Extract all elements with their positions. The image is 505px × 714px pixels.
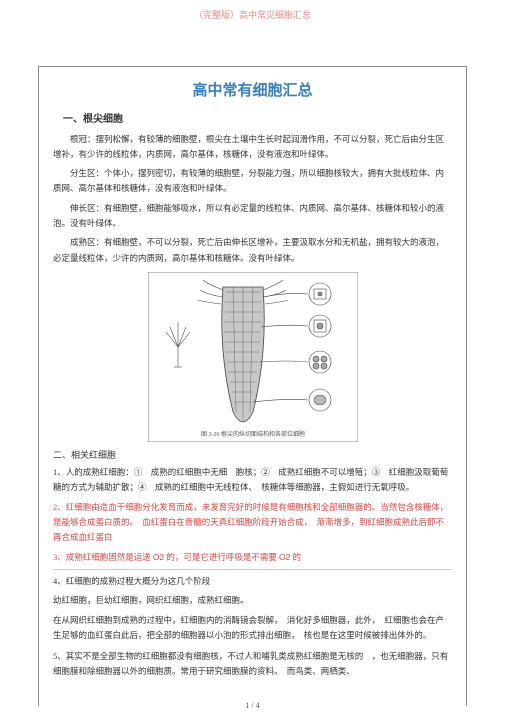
s2-p4a: 4、红细胞的成熟过程大概分为这几个阶段: [53, 574, 452, 589]
section-2-heading: 二、相关红细胞: [53, 448, 452, 463]
o2-label-1: O2: [153, 552, 164, 562]
s2-p1: 1、人的成熟红细胞：① 成熟的红细胞中无细 胞核；② 成熟红细胞不可以增殖；③ …: [53, 465, 452, 496]
s2-p3-end: 的: [292, 552, 301, 562]
s2-p4b: 幼红细胞，巨幼红细胞，网织红细胞，成熟红细胞。: [53, 593, 452, 608]
o2-label-2: O2: [279, 552, 290, 562]
page-number: 1 / 4: [0, 701, 505, 710]
s2-p3-pre: 3、成熟红细胞固然是运送: [53, 552, 151, 562]
s1-p3: 伸长区：有细胞壁，细胞能够吸水，所以有必定量的线粒体、内质网、高尔基体、核糖体和…: [53, 201, 452, 232]
root-tip-figure: 图 3-20 根尖的纵切面结构和各部位细胞: [53, 272, 452, 442]
s1-p4: 成熟区：有细胞壁，不可以分裂，死亡后由伸长区增补，主要汲取水分和无机盐，拥有较大…: [53, 235, 452, 266]
page-title: 高中常有细胞汇总: [53, 79, 452, 105]
s2-p3: 3、成熟红细胞固然是运送 O2 的，可是它进行呼吸是不需要 O2 的: [53, 550, 452, 565]
s2-p2: 2、红细胞由造血干细胞分化发育而成，未发育完好的时候是有细胞核和全部细胞器的。当…: [53, 500, 452, 546]
figure-caption: 图 3-20 根尖的纵切面结构和各部位细胞: [201, 430, 305, 438]
s1-p1: 根冠：摆列松懈，有较薄的细胞壁，根尖在土壤中生长时起润滑作用，不可以分裂，死亡后…: [53, 132, 452, 163]
section-1-heading: 一、根尖细胞: [63, 111, 452, 128]
s2-p5: 5、其实不是全部生物的红细胞都没有细胞核，不过人和哺乳类成熟红细胞是无核的 ，也…: [53, 649, 452, 680]
s1-p2: 分生区：个体小，摆列密切，有较薄的细胞壁，分裂能力强，所以细胞核较大，拥有大批线…: [53, 166, 452, 197]
s2-p3-mid: 的，可是它进行呼吸是不需要: [166, 552, 277, 562]
s2-p4c: 在从网织红细胞到成熟的过程中，红细胞内的消酶镜会裂解， 消化好多细胞器，此外， …: [53, 613, 452, 644]
top-header: （完整版）高中常见细胞汇总: [0, 0, 505, 21]
page-content: 高中常有细胞汇总 一、根尖细胞 根冠：摆列松懈，有较薄的细胞壁，根尖在土壤中生长…: [38, 66, 467, 706]
divider: [53, 569, 452, 570]
